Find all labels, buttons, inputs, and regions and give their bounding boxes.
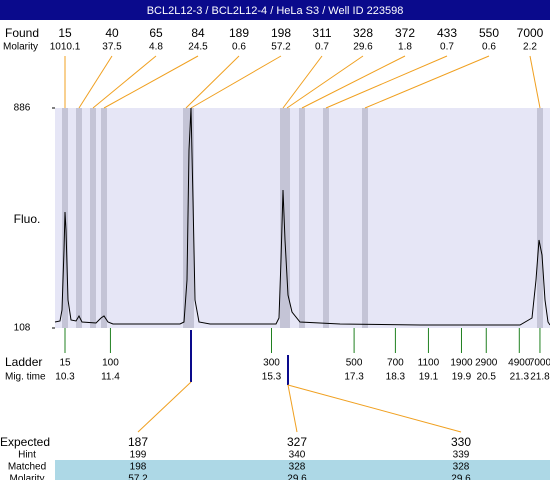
found-size: 65 [149,26,163,40]
expected-connector [287,384,298,433]
peak-connector [282,55,323,109]
cell-hint: 339 [453,450,470,461]
row-label: Molarity [9,474,44,480]
peak-band [299,108,305,328]
title-bar [0,0,550,20]
cell-hint: 340 [289,450,306,461]
peak-connector [364,55,490,109]
found-molarity: 2.2 [523,42,537,53]
peak-connector [103,55,199,109]
found-label: Found [5,26,39,40]
found-molarity: 57.2 [271,42,291,53]
found-molarity: 0.7 [440,42,454,53]
row-label: Matched [8,462,46,473]
cell-matched: 328 [289,462,306,473]
found-size: 433 [437,26,457,40]
mig-time-label: Mig. time [5,372,46,383]
peak-connector [190,55,282,109]
row-label: Expected [0,435,50,449]
peak-band [90,108,96,328]
peak-connector [92,55,157,109]
found-molarity: 1010.1 [50,42,81,53]
matched-band [55,460,550,480]
found-size: 198 [271,26,291,40]
ladder-size: 1900 [450,358,473,369]
y-tick-label: 108 [14,323,31,334]
found-molarity: 0.6 [232,42,246,53]
cell-expected: 187 [128,435,148,449]
found-size: 40 [105,26,119,40]
peak-band [323,108,329,328]
ladder-mig-time: 18.3 [386,372,406,383]
peak-band [537,108,543,328]
ladder-size: 15 [59,358,71,369]
found-molarity: 24.5 [188,42,208,53]
cell-molarity: 29.6 [287,474,307,480]
ladder-size: 4900 [508,358,531,369]
found-size: 311 [312,26,331,40]
molarity-label: Molarity [3,42,38,53]
found-size: 7000 [517,26,544,40]
electropherogram-trace [54,107,550,326]
title: BCL2L12-3 / BCL2L12-4 / HeLa S3 / Well I… [147,5,404,17]
found-size: 328 [353,26,373,40]
found-size: 550 [479,26,499,40]
ladder-mig-time: 19.1 [419,372,439,383]
ladder-size: 300 [263,358,280,369]
peak-band [188,108,194,328]
peak-band [284,108,290,328]
ladder-mig-time: 21.8 [530,372,550,383]
y-axis-label: Fluo. [14,212,41,226]
peak-band [76,108,82,328]
peak-band [101,108,107,328]
expected-connector [287,384,462,433]
found-molarity: 1.8 [398,42,412,53]
ladder-mig-time: 11.4 [101,372,120,383]
ladder-mig-time: 21.3 [510,372,530,383]
peak-connector [78,55,113,109]
ladder-size: 100 [102,358,119,369]
ladder-label: Ladder [5,355,42,369]
found-size: 189 [229,26,249,40]
found-molarity: 0.7 [315,42,329,53]
found-molarity: 37.5 [102,42,122,53]
cell-molarity: 57.2 [128,474,148,480]
found-size: 15 [58,26,72,40]
found-size: 372 [395,26,415,40]
expected-connector [137,381,192,433]
peak-connector [529,55,541,109]
cell-expected: 330 [451,435,471,449]
peak-band [362,108,368,328]
ladder-size: 7000 [529,358,550,369]
peak-connector [325,55,448,109]
found-molarity: 0.6 [482,42,496,53]
ladder-mig-time: 20.5 [477,372,497,383]
peak-band [183,108,189,328]
cell-expected: 327 [287,435,307,449]
ladder-mig-time: 17.3 [344,372,364,383]
ladder-size: 500 [346,358,363,369]
ladder-mig-time: 15.3 [262,372,282,383]
cell-hint: 199 [130,450,147,461]
ladder-size: 2900 [475,358,498,369]
found-molarity: 4.8 [149,42,163,53]
found-molarity: 29.6 [353,42,373,53]
ladder-size: 1100 [418,358,440,369]
peak-connector [301,55,406,109]
found-size: 84 [191,26,205,40]
cell-matched: 328 [453,462,470,473]
peak-connector [185,55,240,109]
ladder-size: 700 [387,358,404,369]
row-label: Hint [18,450,36,461]
ladder-mig-time: 19.9 [452,372,472,383]
ladder-mig-time: 10.3 [55,372,75,383]
peak-band [280,108,286,328]
cell-molarity: 29.6 [451,474,471,480]
cell-matched: 198 [130,462,147,473]
y-tick-label: 886 [14,103,31,114]
peak-connector [286,55,364,109]
